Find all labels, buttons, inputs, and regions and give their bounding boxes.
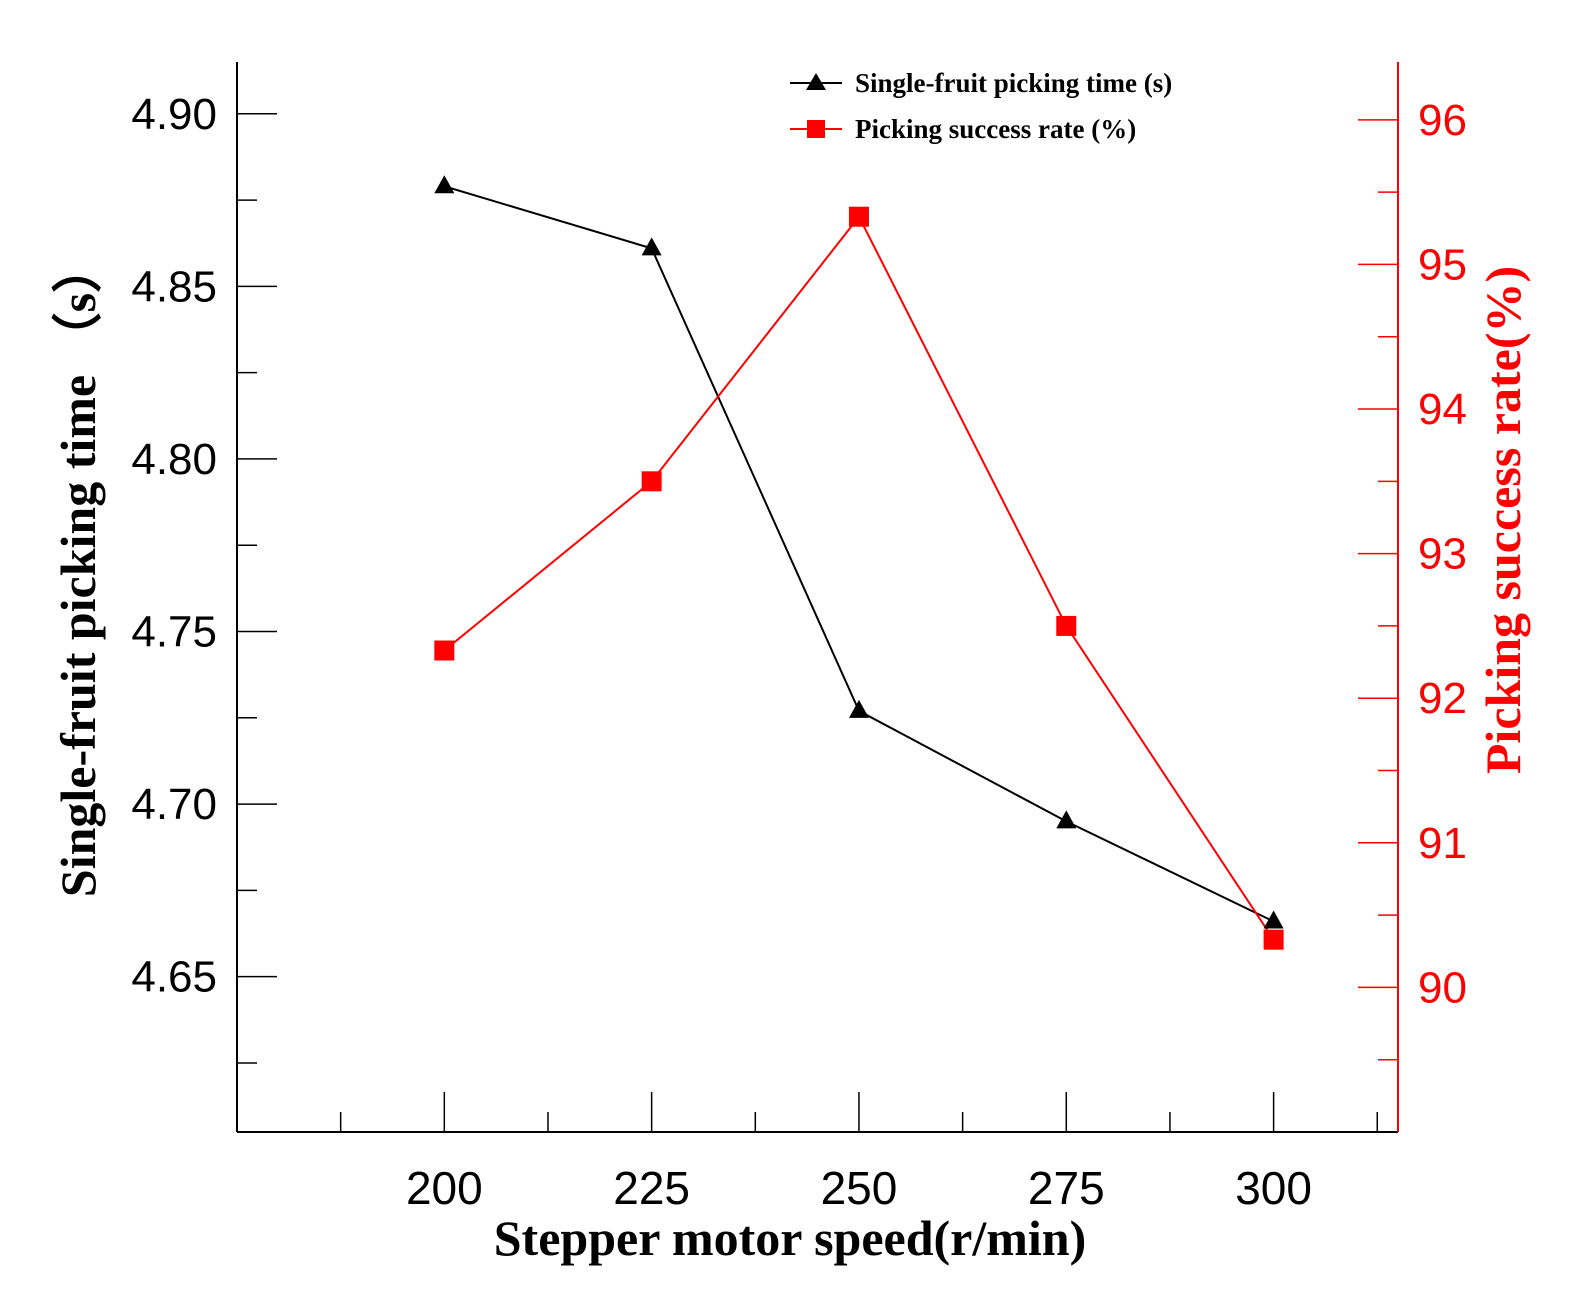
left-y-tick-label: 4.85	[131, 262, 217, 311]
right-y-tick-label: 94	[1418, 385, 1467, 434]
legend-item-success-rate: Picking success rate (%)	[790, 114, 1136, 144]
legend-label-success-rate: Picking success rate (%)	[855, 114, 1136, 144]
series-line-0	[444, 185, 1275, 923]
right-y-tick-label: 91	[1418, 819, 1467, 868]
picking-time-point	[848, 699, 869, 718]
success-rate-point	[1263, 929, 1284, 950]
right-y-tick-label: 93	[1418, 530, 1467, 579]
picking-time-point	[434, 175, 455, 194]
x-tick-label: 225	[613, 1162, 690, 1214]
legend-triangle-marker	[806, 73, 826, 90]
left-y-tick-label: 4.90	[131, 90, 217, 139]
series-lines	[443, 185, 1275, 941]
left-y-tick-label: 4.65	[131, 953, 217, 1002]
picking-time-point	[641, 237, 662, 256]
series-markers	[434, 175, 1284, 950]
picking-time-point	[1056, 810, 1077, 829]
right-y-tick-label: 95	[1418, 240, 1467, 289]
success-rate-point	[434, 640, 455, 661]
x-tick-label: 275	[1028, 1162, 1105, 1214]
success-rate-point	[1056, 615, 1077, 636]
right-y-tick-label: 96	[1418, 96, 1467, 145]
right-y-tick-label: 92	[1418, 674, 1467, 723]
x-tick-label: 250	[821, 1162, 898, 1214]
left-y-axis-title: Single-fruit picking time （s）	[50, 243, 106, 897]
chart-ticks: 4.90 4.85 4.80 4.75 4.70 4.65 96 95 94 93 92 91 90 20…	[131, 90, 1467, 1214]
legend-square-marker	[807, 120, 825, 138]
chart-axes	[236, 62, 1399, 1133]
left-y-tick-label: 4.75	[131, 608, 217, 657]
right-y-tick-label: 90	[1418, 963, 1467, 1012]
left-y-tick-label: 4.80	[131, 435, 217, 484]
picking-time-point	[1263, 910, 1284, 929]
right-y-axis-title: Picking success rate(%)	[1475, 266, 1531, 774]
legend: Single-fruit picking time (s) Picking su…	[790, 68, 1172, 144]
series-line-1	[443, 214, 1275, 941]
x-tick-label: 300	[1235, 1162, 1312, 1214]
success-rate-point	[641, 471, 662, 492]
left-y-tick-label: 4.70	[131, 780, 217, 829]
x-axis-title: Stepper motor speed(r/min)	[494, 1210, 1087, 1266]
legend-label-picking-time: Single-fruit picking time (s)	[855, 68, 1172, 98]
x-tick-label: 200	[406, 1162, 483, 1214]
success-rate-point	[848, 206, 869, 227]
legend-item-picking-time: Single-fruit picking time (s)	[790, 68, 1172, 98]
